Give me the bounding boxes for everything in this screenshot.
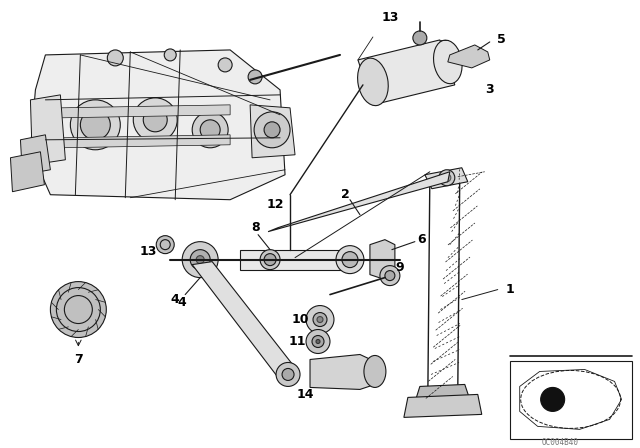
Circle shape	[182, 241, 218, 278]
Circle shape	[541, 388, 564, 411]
Circle shape	[218, 58, 232, 72]
Circle shape	[190, 250, 210, 270]
Polygon shape	[509, 362, 632, 439]
Circle shape	[143, 108, 167, 132]
Ellipse shape	[364, 355, 386, 388]
Text: 14: 14	[296, 388, 314, 401]
Polygon shape	[415, 384, 470, 402]
Text: 13: 13	[140, 245, 157, 258]
Circle shape	[336, 246, 364, 274]
Polygon shape	[370, 240, 395, 280]
Text: 5: 5	[497, 34, 506, 47]
Text: 6: 6	[417, 233, 426, 246]
Text: 10: 10	[291, 313, 308, 326]
Polygon shape	[310, 354, 375, 389]
Polygon shape	[192, 262, 298, 378]
Circle shape	[81, 110, 110, 140]
Ellipse shape	[433, 40, 462, 84]
Text: 2: 2	[340, 188, 349, 201]
Ellipse shape	[358, 58, 388, 106]
Text: 9: 9	[396, 261, 404, 274]
Circle shape	[108, 50, 124, 66]
Text: 1: 1	[506, 283, 514, 296]
Circle shape	[192, 112, 228, 148]
Circle shape	[306, 306, 334, 333]
Circle shape	[70, 100, 120, 150]
Polygon shape	[425, 168, 468, 189]
Circle shape	[200, 120, 220, 140]
Circle shape	[312, 336, 324, 348]
Polygon shape	[31, 95, 65, 165]
Text: 4: 4	[178, 296, 187, 309]
Circle shape	[439, 170, 455, 186]
Polygon shape	[250, 105, 295, 158]
Text: 13: 13	[381, 12, 399, 25]
Circle shape	[316, 340, 320, 344]
Polygon shape	[60, 135, 230, 148]
Circle shape	[276, 362, 300, 387]
Circle shape	[385, 271, 395, 280]
Circle shape	[317, 317, 323, 323]
Circle shape	[264, 122, 280, 138]
Circle shape	[133, 98, 177, 142]
Circle shape	[443, 174, 451, 182]
Circle shape	[264, 254, 276, 266]
Polygon shape	[404, 394, 482, 418]
Polygon shape	[60, 105, 230, 118]
Polygon shape	[20, 135, 51, 175]
Circle shape	[342, 252, 358, 267]
Circle shape	[164, 49, 176, 61]
Polygon shape	[10, 152, 44, 192]
Text: 12: 12	[266, 198, 284, 211]
Circle shape	[306, 330, 330, 353]
Circle shape	[260, 250, 280, 270]
Polygon shape	[31, 50, 285, 200]
Circle shape	[248, 70, 262, 84]
Polygon shape	[358, 40, 455, 105]
Text: 8: 8	[251, 221, 259, 234]
Circle shape	[51, 282, 106, 337]
Polygon shape	[268, 172, 450, 232]
Circle shape	[380, 266, 400, 285]
Circle shape	[196, 256, 204, 263]
Circle shape	[413, 31, 427, 45]
Text: 7: 7	[74, 353, 83, 366]
Text: 4: 4	[171, 293, 180, 306]
Polygon shape	[448, 45, 490, 68]
Polygon shape	[240, 250, 350, 270]
Text: 11: 11	[288, 335, 306, 348]
Text: OC004B40: OC004B40	[541, 438, 578, 447]
Circle shape	[156, 236, 174, 254]
Circle shape	[282, 368, 294, 380]
Text: 3: 3	[486, 83, 494, 96]
Circle shape	[313, 313, 327, 327]
Circle shape	[254, 112, 290, 148]
